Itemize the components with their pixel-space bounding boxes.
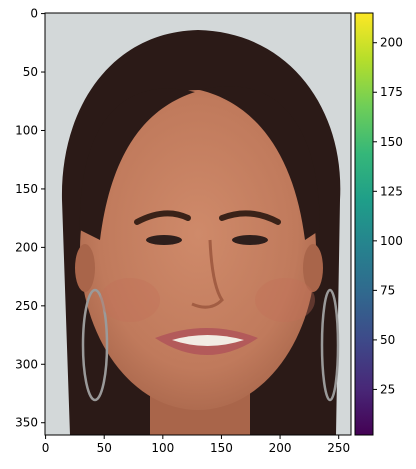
hair-front <box>79 88 195 240</box>
x-tick-label: 150 <box>210 441 233 455</box>
y-tick-label: 100 <box>15 123 38 137</box>
right-hoop-earring <box>320 288 340 402</box>
y-tick-label: 0 <box>30 7 38 21</box>
left-eyebrow <box>134 210 191 225</box>
colorbar-tick-label: 200 <box>380 36 403 50</box>
left-cheek <box>100 278 160 322</box>
face <box>80 90 316 410</box>
colorbar-tick-label: 50 <box>380 333 395 347</box>
x-tick-label: 250 <box>327 441 350 455</box>
y-tick-label: 250 <box>15 299 38 313</box>
y-tick-label: 150 <box>15 182 38 196</box>
hair-front-right <box>200 86 320 240</box>
y-tick-label: 350 <box>15 416 38 430</box>
colorbar-tick-label: 100 <box>380 234 403 248</box>
image-plot-area <box>45 13 351 435</box>
right-cheek <box>255 278 315 322</box>
colorbar <box>354 12 374 436</box>
right-eyebrow <box>219 210 281 225</box>
teeth <box>172 335 244 346</box>
right-ear <box>303 244 323 292</box>
nose <box>191 239 224 309</box>
x-axis-ticks: 0 50 100 150 200 250 <box>42 435 350 455</box>
left-eye <box>146 235 182 245</box>
axes-frame <box>44 12 352 436</box>
x-tick-label: 100 <box>151 441 174 455</box>
colorbar-tick-label: 175 <box>380 85 403 99</box>
colorbar-tick-label: 125 <box>380 184 403 198</box>
colorbar-tick-label: 150 <box>380 135 403 149</box>
colorbar-tick-label: 75 <box>380 283 395 297</box>
left-ear <box>75 244 95 292</box>
y-tick-label: 50 <box>23 65 38 79</box>
right-eye <box>232 235 268 245</box>
y-tick-label: 200 <box>15 240 38 254</box>
x-tick-label: 200 <box>269 441 292 455</box>
y-axis-ticks: 0 50 100 150 200 250 300 350 <box>15 7 45 430</box>
left-hoop-earring <box>81 288 109 402</box>
colorbar-ticks: 25 50 75 100 125 150 175 200 <box>373 36 403 396</box>
x-tick-label: 50 <box>97 441 112 455</box>
colorbar-tick-label: 25 <box>380 382 395 396</box>
x-tick-label: 0 <box>42 441 50 455</box>
y-tick-label: 300 <box>15 357 38 371</box>
